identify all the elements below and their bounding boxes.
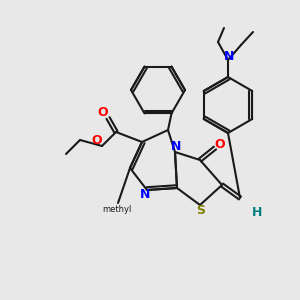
Text: H: H xyxy=(252,206,262,218)
Text: O: O xyxy=(215,137,225,151)
Text: S: S xyxy=(196,205,206,218)
Text: O: O xyxy=(92,134,102,148)
Text: methyl: methyl xyxy=(102,206,132,214)
Text: N: N xyxy=(224,50,234,62)
Text: N: N xyxy=(171,140,181,154)
Text: N: N xyxy=(140,188,150,202)
Text: O: O xyxy=(98,106,108,119)
